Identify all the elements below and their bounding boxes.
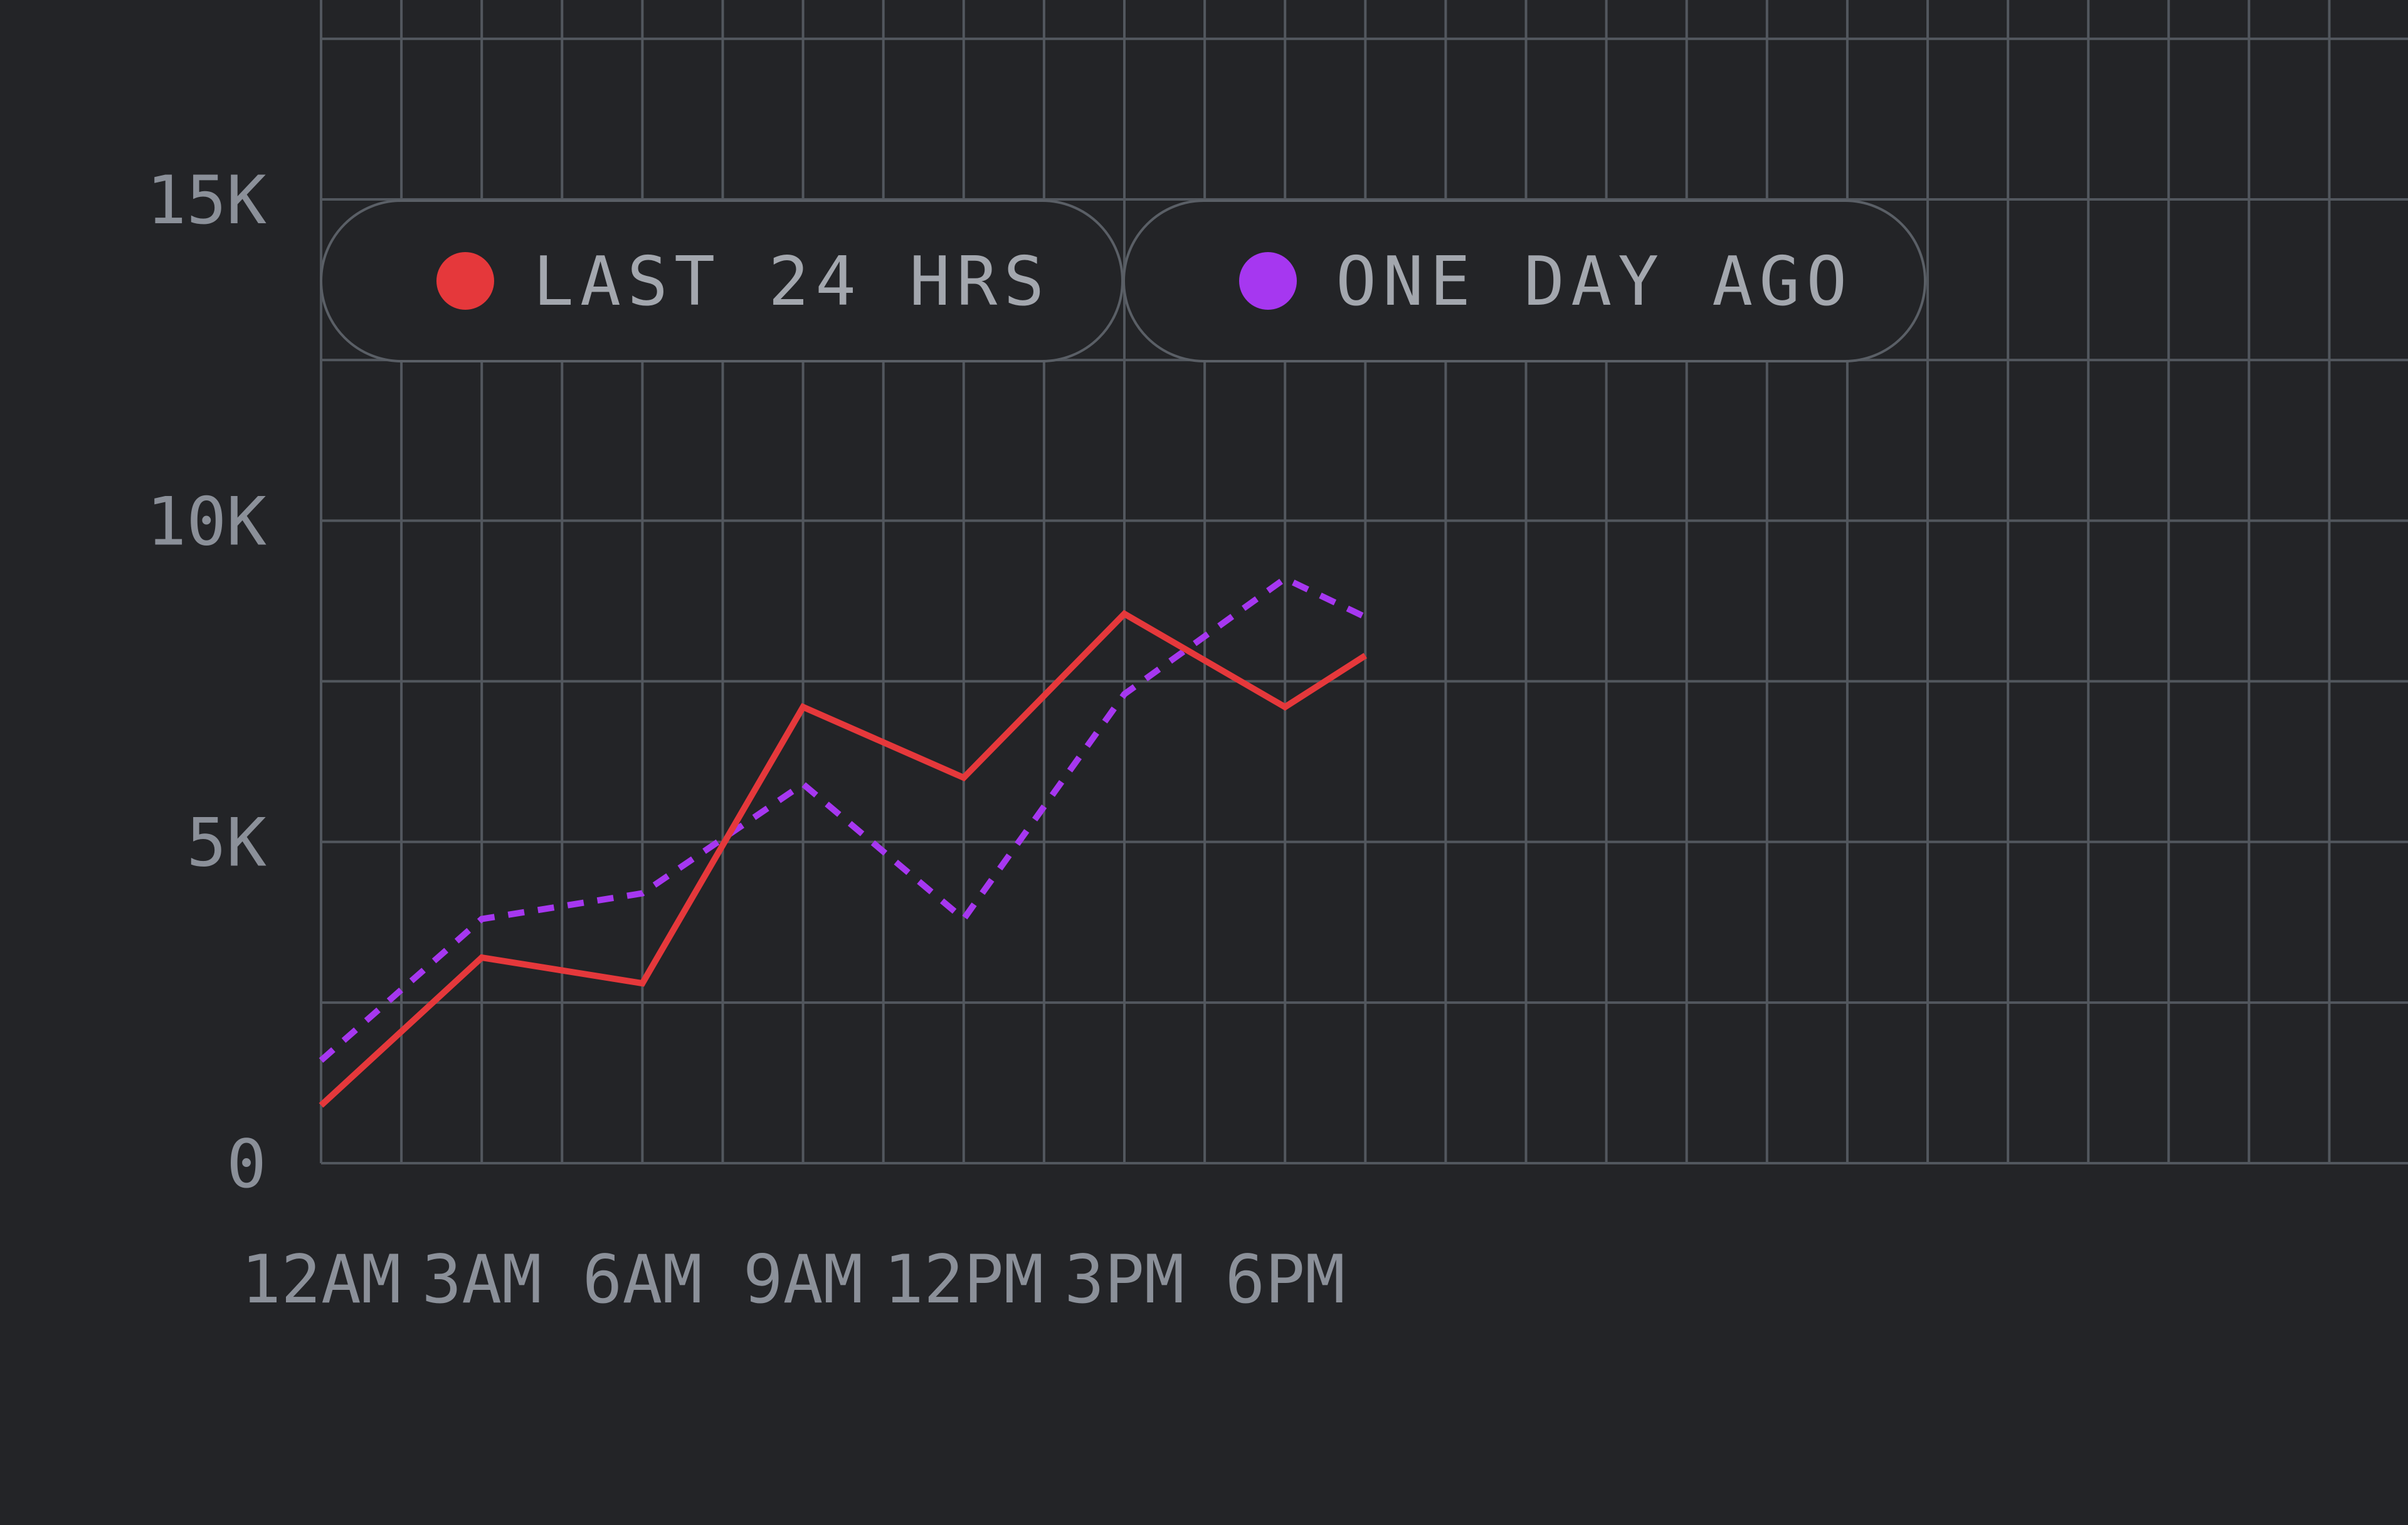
y-tick-label: 15K [147, 162, 267, 239]
chart-grid [320, 0, 2408, 1164]
legend-item: LAST 24 HRS [320, 199, 1124, 362]
axis-ticks: 0 5K 10K 15K 12AM 3AM 6AM 9AM 12PM 3PM 6PM [147, 162, 1345, 1318]
x-tick-label: 9AM [743, 1241, 863, 1318]
legend-label: ONE DAY AGO [1336, 243, 1853, 321]
chart-series [319, 574, 1367, 1108]
legend-item: ONE DAY AGO [1122, 199, 1926, 362]
legend-pill [1122, 199, 1926, 362]
x-tick-label: 6PM [1225, 1241, 1344, 1318]
y-tick-label: 5K [186, 805, 267, 882]
legend-color-dot [436, 252, 494, 310]
x-tick-label: 6AM [583, 1241, 702, 1318]
x-tick-label: 3AM [421, 1241, 541, 1318]
x-tick-label: 12PM [884, 1241, 1043, 1318]
y-tick-label: 10K [147, 483, 267, 560]
chart-legend: LAST 24 HRS ONE DAY AGO [320, 199, 1926, 362]
series-line-last-24-hrs [319, 609, 1367, 1108]
legend-color-dot [1239, 252, 1297, 310]
x-tick-label: 12AM [241, 1241, 401, 1318]
legend-label: LAST 24 HRS [533, 243, 1050, 321]
x-tick-label: 3PM [1064, 1241, 1184, 1318]
y-tick-label: 0 [226, 1126, 267, 1203]
series-line-one-day-ago [319, 574, 1367, 1063]
